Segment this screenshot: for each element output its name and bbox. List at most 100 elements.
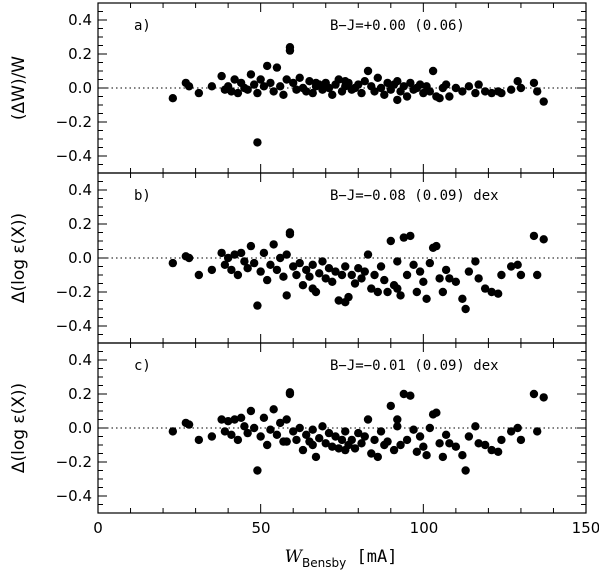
data-point xyxy=(396,440,405,450)
data-point xyxy=(458,294,467,303)
data-point xyxy=(233,435,243,445)
data-point xyxy=(240,257,249,266)
data-point xyxy=(184,420,194,429)
data-point xyxy=(458,451,467,460)
x-tick-label: 50 xyxy=(251,519,270,537)
data-point xyxy=(269,240,278,249)
data-point xyxy=(402,270,412,280)
data-point xyxy=(399,233,409,242)
data-point xyxy=(292,270,301,280)
data-point xyxy=(318,257,327,266)
data-point xyxy=(376,262,386,271)
data-point xyxy=(419,88,428,98)
data-point xyxy=(168,258,178,268)
data-point xyxy=(354,428,363,438)
data-point xyxy=(360,267,369,276)
data-point xyxy=(347,270,356,280)
data-point xyxy=(321,274,330,283)
data-point xyxy=(233,270,243,280)
data-point xyxy=(318,85,327,94)
data-point xyxy=(350,444,360,453)
panel-frame xyxy=(97,342,587,514)
data-point xyxy=(393,422,402,431)
data-point xyxy=(360,432,369,441)
data-point xyxy=(256,432,265,441)
data-point xyxy=(230,250,239,259)
data-point xyxy=(357,274,366,283)
data-point xyxy=(262,440,272,450)
data-point xyxy=(184,253,194,263)
data-point xyxy=(308,440,317,450)
data-point xyxy=(513,77,522,86)
data-point xyxy=(480,440,490,450)
data-point xyxy=(432,408,441,417)
data-point xyxy=(428,66,438,76)
data-point xyxy=(380,275,389,285)
data-point xyxy=(354,264,363,273)
data-point xyxy=(506,85,516,94)
data-point xyxy=(487,445,496,455)
y-tick-label: −0.4 xyxy=(56,487,92,505)
data-point xyxy=(383,78,392,88)
data-point xyxy=(360,77,369,86)
data-point xyxy=(308,425,317,434)
data-point xyxy=(246,406,256,416)
data-point xyxy=(406,78,415,88)
data-point xyxy=(347,435,356,445)
data-point xyxy=(412,447,422,456)
data-point xyxy=(539,97,548,106)
data-point xyxy=(474,439,483,448)
data-point xyxy=(262,275,272,285)
data-point xyxy=(513,260,522,269)
y-tick-label: 0.0 xyxy=(68,249,92,267)
data-point xyxy=(334,444,343,453)
data-point xyxy=(533,427,542,436)
data-point xyxy=(471,88,480,98)
data-point xyxy=(350,279,360,288)
data-point xyxy=(435,439,444,448)
data-point xyxy=(236,413,246,422)
data-point xyxy=(386,236,395,246)
data-point xyxy=(493,447,503,456)
data-point xyxy=(308,284,317,293)
data-point xyxy=(419,442,428,451)
data-point xyxy=(458,87,467,96)
data-point xyxy=(285,388,295,397)
data-point xyxy=(380,90,389,100)
data-point xyxy=(471,257,480,266)
data-point xyxy=(370,87,379,96)
data-point xyxy=(445,92,454,101)
data-point xyxy=(445,439,454,448)
data-point xyxy=(461,304,470,314)
data-point xyxy=(487,88,496,98)
data-point xyxy=(256,267,265,276)
data-point xyxy=(298,445,308,455)
data-point xyxy=(409,425,418,434)
data-point xyxy=(399,82,409,91)
data-point xyxy=(275,418,285,428)
data-point xyxy=(285,43,295,52)
data-point xyxy=(373,287,382,297)
data-point xyxy=(506,427,516,436)
y-axis-label: Δ(log ε(X)) xyxy=(9,383,29,473)
y-axis-label: Δ(log ε(X)) xyxy=(9,213,29,303)
data-point xyxy=(480,284,490,293)
data-point xyxy=(451,442,461,451)
data-point xyxy=(363,250,373,259)
data-point xyxy=(262,61,272,71)
data-point xyxy=(279,90,288,100)
data-point xyxy=(389,445,399,455)
data-point xyxy=(220,260,230,269)
data-point xyxy=(243,264,252,273)
data-point xyxy=(227,87,236,96)
data-point xyxy=(357,439,366,448)
y-tick-label: −0.2 xyxy=(56,453,92,471)
data-point xyxy=(289,78,298,88)
data-point xyxy=(308,260,317,269)
data-point xyxy=(236,248,246,258)
y-tick-label: −0.2 xyxy=(56,283,92,301)
data-point xyxy=(266,260,275,269)
data-point xyxy=(249,80,259,89)
data-point xyxy=(331,432,340,441)
